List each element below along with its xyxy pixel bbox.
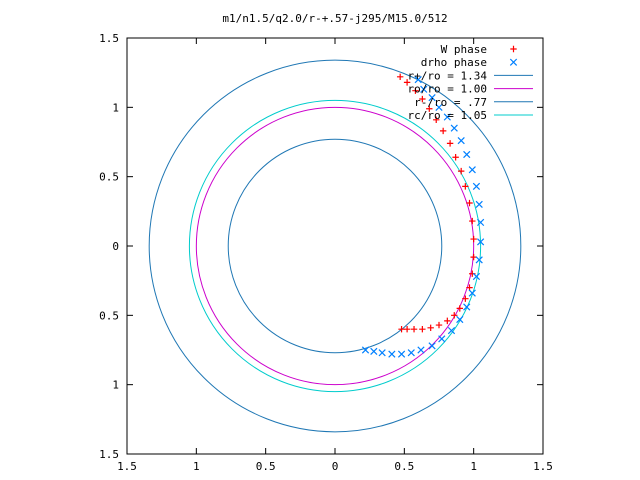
y-tick-label: 1.5 (99, 32, 119, 45)
point (417, 346, 425, 354)
point (463, 303, 471, 311)
point (463, 150, 471, 159)
x-tick-label: 0 (332, 460, 339, 473)
point (444, 317, 451, 325)
point (398, 326, 405, 333)
point (396, 73, 404, 81)
point (443, 113, 451, 121)
chart-title: m1/n1.5/q2.0/r-+.57-j295/M15.0/512 (222, 12, 447, 25)
phase-points (361, 73, 485, 358)
point (378, 349, 386, 357)
series-plus (396, 73, 477, 333)
x-tick-label: 1.5 (533, 460, 553, 473)
legend-sample (509, 58, 518, 66)
legend-label: r+/ro = 1.34 (408, 69, 488, 82)
point (403, 326, 411, 333)
point (466, 199, 473, 207)
point (433, 116, 440, 124)
y-tick-label: 1 (112, 101, 119, 114)
legend-label: W phase (441, 43, 487, 56)
y-tick-label: 0 (112, 240, 119, 253)
point (435, 103, 443, 111)
point (428, 342, 436, 350)
point (462, 295, 469, 302)
legend-label: ro/ro = 1.00 (408, 83, 487, 96)
x-tick-label: 1 (193, 460, 200, 473)
point (472, 272, 481, 281)
x-tick-label: 0.5 (394, 460, 414, 473)
point (427, 324, 434, 332)
y-tick-label: 0.5 (99, 171, 119, 184)
point (452, 154, 459, 161)
circle-2 (195, 106, 475, 386)
point (410, 326, 418, 333)
reference-circles (148, 59, 522, 433)
point (419, 95, 426, 103)
point (476, 218, 485, 227)
point (412, 87, 419, 94)
y-tick-label: 1 (112, 379, 119, 392)
axis-ticks: 1.5 1 0.5 0 0.5 1 1.51.510.500.511.5 (99, 32, 553, 473)
y-tick-label: 0.5 (99, 309, 119, 322)
legend-sample (510, 45, 517, 53)
point (447, 326, 456, 335)
point (419, 326, 426, 333)
x-tick-label: 1 (470, 460, 477, 473)
legend-label: rc/ro = 1.05 (408, 109, 487, 122)
point (370, 347, 378, 356)
point (476, 238, 485, 246)
point (407, 349, 415, 357)
point (426, 105, 433, 112)
point (439, 127, 447, 135)
point (456, 315, 464, 324)
y-tick-label: 1.5 (99, 448, 119, 461)
point (468, 166, 476, 174)
point (472, 182, 481, 190)
point (414, 75, 422, 84)
point (462, 183, 469, 190)
point (470, 235, 477, 243)
point (361, 346, 370, 354)
point (450, 124, 458, 132)
point (468, 289, 476, 297)
point (438, 335, 446, 343)
point (469, 217, 476, 225)
point (435, 321, 443, 329)
point (388, 350, 396, 358)
point (403, 79, 411, 86)
point (397, 350, 406, 358)
point (457, 167, 465, 175)
point (475, 256, 483, 264)
point (456, 305, 463, 312)
point (428, 94, 436, 102)
circle-4 (188, 99, 482, 393)
point (451, 312, 458, 319)
x-tick-label: 1.5 (117, 460, 137, 473)
point (457, 136, 465, 145)
legend-label: r-/ro = .77 (414, 96, 487, 109)
circle-1 (148, 59, 522, 433)
point (446, 140, 454, 147)
legend-label: drho phase (421, 56, 487, 69)
x-tick-label: 0.5 (256, 460, 276, 473)
point (420, 85, 428, 93)
point (475, 200, 483, 209)
series-cross (361, 75, 485, 358)
circle-3 (227, 138, 443, 354)
